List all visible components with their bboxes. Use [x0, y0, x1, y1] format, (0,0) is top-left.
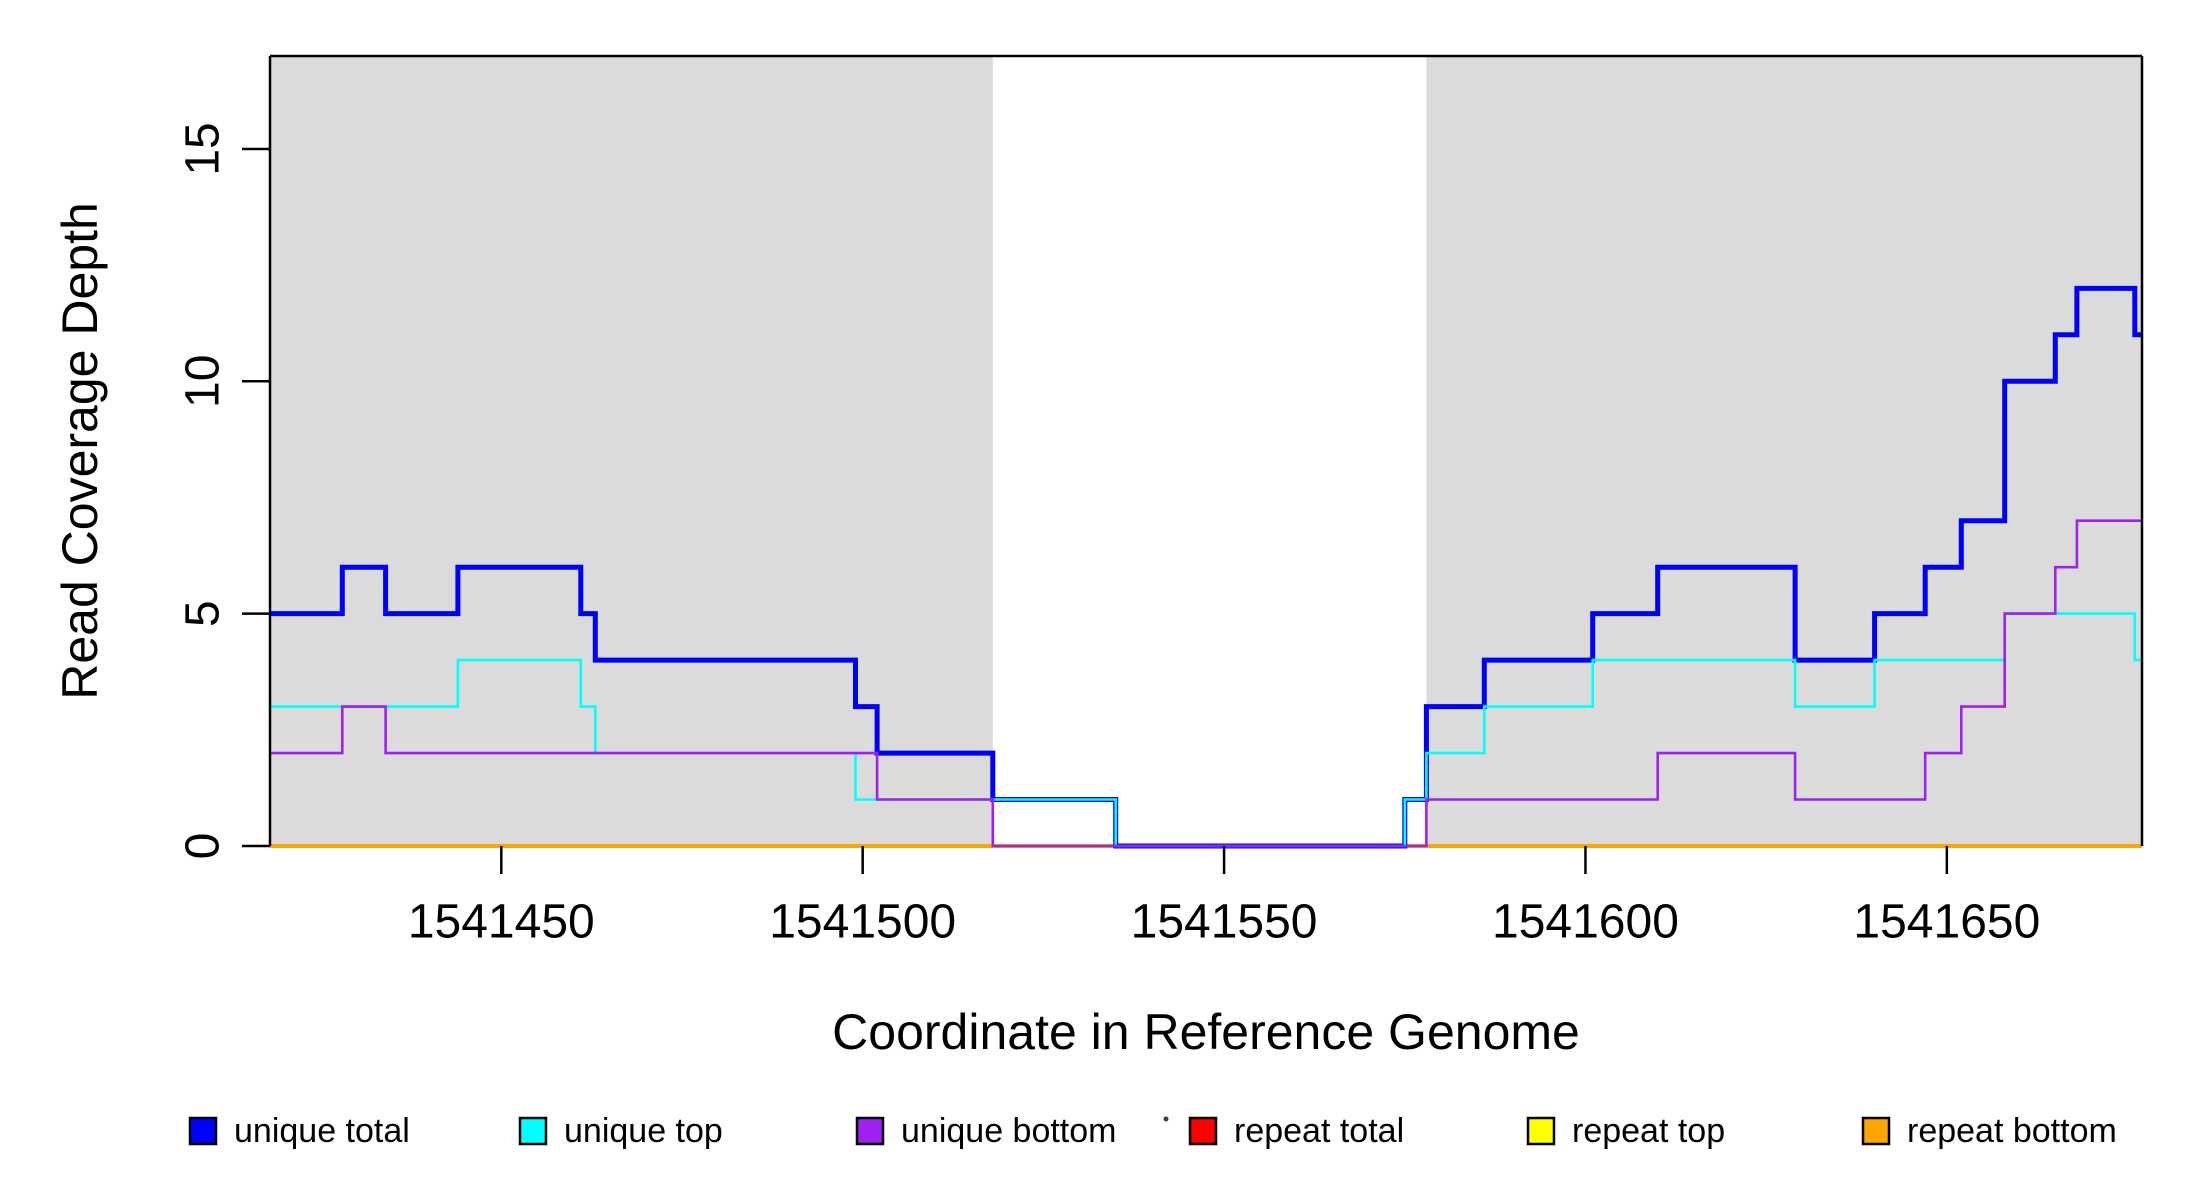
legend-swatch-repeat-top [1526, 1116, 1556, 1146]
legend-label-repeat-top: repeat top [1572, 1112, 1725, 1150]
series-unique-total [270, 285, 2142, 849]
legend-label-unique-top: unique top [564, 1112, 723, 1150]
y-axis-title: Read Coverage Depth [52, 202, 108, 700]
legend-swatch-unique-bottom [855, 1116, 885, 1146]
y-tick-label-10: 10 [177, 355, 230, 408]
legend-label-unique-bottom: unique bottom [901, 1112, 1117, 1150]
x-tick-label-1541500: 1541500 [769, 896, 956, 949]
stray-dot-artifact [1163, 1116, 1169, 1122]
y-tick-label-5: 5 [177, 600, 230, 627]
x-tick-label-1541450: 1541450 [408, 896, 595, 949]
x-tick-label-1541550: 1541550 [1131, 896, 1318, 949]
series-unique-top [270, 612, 2142, 848]
x-tick-label-1541650: 1541650 [1853, 896, 2040, 949]
legend-label-unique-total: unique total [234, 1112, 410, 1150]
legend-label-repeat-bottom: repeat bottom [1907, 1112, 2117, 1150]
y-tick-label-0: 0 [177, 833, 230, 860]
right-shaded-region [1426, 56, 2142, 846]
x-axis-title: Coordinate in Reference Genome [832, 1004, 1580, 1060]
series-unique-bottom [270, 519, 2142, 848]
legend-swatch-repeat-bottom [1861, 1116, 1891, 1146]
legend-swatch-repeat-total [1188, 1116, 1218, 1146]
legend-label-repeat-total: repeat total [1234, 1112, 1404, 1150]
left-shaded-region [270, 56, 993, 846]
x-tick-label-1541600: 1541600 [1492, 896, 1679, 949]
legend-swatch-unique-total [188, 1116, 218, 1146]
legend-swatch-unique-top [518, 1116, 548, 1146]
y-tick-label-15: 15 [177, 122, 230, 175]
